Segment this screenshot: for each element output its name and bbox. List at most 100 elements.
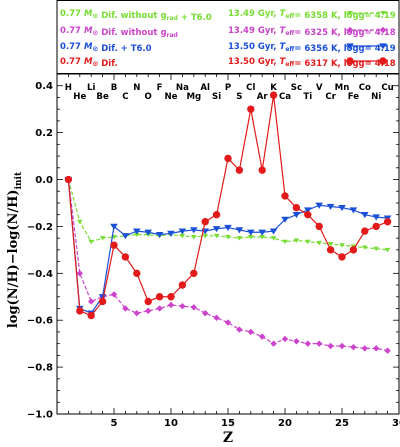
- legend-model-4: 0.77 M⊙ Dif.: [60, 57, 118, 69]
- data-point: [338, 204, 346, 212]
- legend-marker: [379, 43, 387, 50]
- legend-model-1: 0.77 M⊙ Dif. without grad + T6.0: [60, 9, 212, 23]
- y-axis-title-sub: init: [14, 171, 24, 189]
- data-point: [110, 223, 118, 230]
- y-tick-label: −0.6: [27, 316, 53, 327]
- data-point: [156, 305, 163, 312]
- data-point: [144, 297, 152, 306]
- element-label-ca: Ca: [279, 92, 291, 102]
- data-point: [167, 230, 175, 237]
- y-tick-label: −0.8: [27, 363, 53, 374]
- data-point: [315, 202, 323, 209]
- data-point: [213, 314, 220, 322]
- data-point: [98, 294, 107, 301]
- data-point: [191, 235, 197, 240]
- data-point: [282, 239, 288, 245]
- data-point: [270, 340, 277, 347]
- data-point: [110, 291, 118, 298]
- element-label-k: K: [270, 83, 277, 93]
- data-point: [190, 304, 197, 311]
- data-point: [212, 210, 221, 219]
- data-point: [327, 242, 334, 247]
- x-tick-label: 5: [111, 418, 118, 429]
- series-4: [64, 91, 392, 320]
- data-point: [259, 333, 266, 340]
- data-point: [247, 328, 254, 336]
- data-point: [270, 236, 277, 241]
- y-tick-label: 0.4: [35, 81, 53, 92]
- data-point: [224, 224, 232, 232]
- data-point: [225, 235, 231, 240]
- data-point: [281, 216, 289, 223]
- data-point: [212, 226, 221, 233]
- element-label-c: C: [122, 92, 128, 102]
- data-point: [361, 345, 368, 352]
- element-label-h: H: [65, 83, 72, 93]
- data-point: [179, 302, 186, 310]
- element-label-b: B: [111, 83, 118, 93]
- data-point: [327, 342, 334, 350]
- data-point: [372, 214, 380, 221]
- data-point: [178, 281, 187, 289]
- y-axis-title-main: log(N/H)−log(N/H): [6, 189, 21, 328]
- data-point: [77, 219, 83, 225]
- data-point: [292, 212, 301, 219]
- data-point: [76, 307, 84, 315]
- data-point: [247, 105, 255, 113]
- data-point: [338, 253, 346, 261]
- data-point: [202, 233, 208, 239]
- data-point: [190, 227, 198, 234]
- legend-marker: [346, 26, 354, 34]
- data-point: [178, 228, 187, 235]
- data-point: [316, 240, 322, 246]
- element-label-si: Si: [212, 92, 221, 102]
- element-label-cr: Cr: [325, 92, 336, 102]
- legend-marker: [347, 11, 353, 16]
- data-point: [88, 239, 94, 245]
- element-label-f: F: [157, 83, 163, 93]
- data-point: [64, 175, 73, 184]
- data-point: [224, 319, 232, 326]
- data-point: [144, 229, 152, 236]
- data-point: [349, 207, 358, 214]
- data-point: [269, 91, 278, 99]
- data-point: [248, 235, 254, 240]
- data-point: [293, 338, 300, 345]
- data-point: [213, 233, 220, 239]
- data-point: [316, 340, 323, 347]
- data-point: [134, 232, 140, 238]
- legend-model-3: 0.77 M⊙ Dif. + T6.0: [60, 42, 152, 54]
- data-point: [292, 203, 301, 212]
- y-tick-label: 0.2: [35, 128, 53, 139]
- element-label-al: Al: [200, 83, 210, 93]
- element-label-he: He: [73, 92, 86, 102]
- data-point: [145, 307, 152, 315]
- element-label-n: N: [133, 83, 140, 93]
- y-tick-label: −1.0: [27, 410, 53, 421]
- data-point: [258, 166, 266, 174]
- data-point: [372, 222, 380, 231]
- series-layer: [64, 91, 392, 354]
- axis-tick-labels: 5 10 15 20 25 30 −1.0 −0.8 −0.6 −0.4 −0.2 0.0 0.2 0.4: [27, 81, 400, 429]
- data-point: [326, 246, 335, 254]
- x-tick-label: 15: [221, 418, 235, 429]
- y-tick-label: 0.0: [35, 175, 53, 186]
- data-point: [339, 243, 345, 248]
- element-label-s: S: [236, 92, 242, 102]
- data-point: [304, 210, 312, 219]
- element-label-cl: Cl: [246, 83, 255, 93]
- data-point: [167, 301, 175, 309]
- data-point: [361, 212, 369, 219]
- element-label-mn: Mn: [335, 83, 350, 93]
- data-point: [350, 343, 357, 351]
- data-point: [247, 229, 255, 236]
- data-point: [373, 345, 380, 352]
- data-point: [76, 270, 83, 277]
- data-point: [281, 192, 289, 200]
- data-point: [349, 246, 358, 254]
- element-label-v: V: [316, 83, 323, 93]
- data-point: [133, 228, 141, 235]
- element-label-ni: Ni: [371, 92, 381, 102]
- data-point: [281, 335, 289, 343]
- y-tick-label: −0.2: [27, 222, 53, 233]
